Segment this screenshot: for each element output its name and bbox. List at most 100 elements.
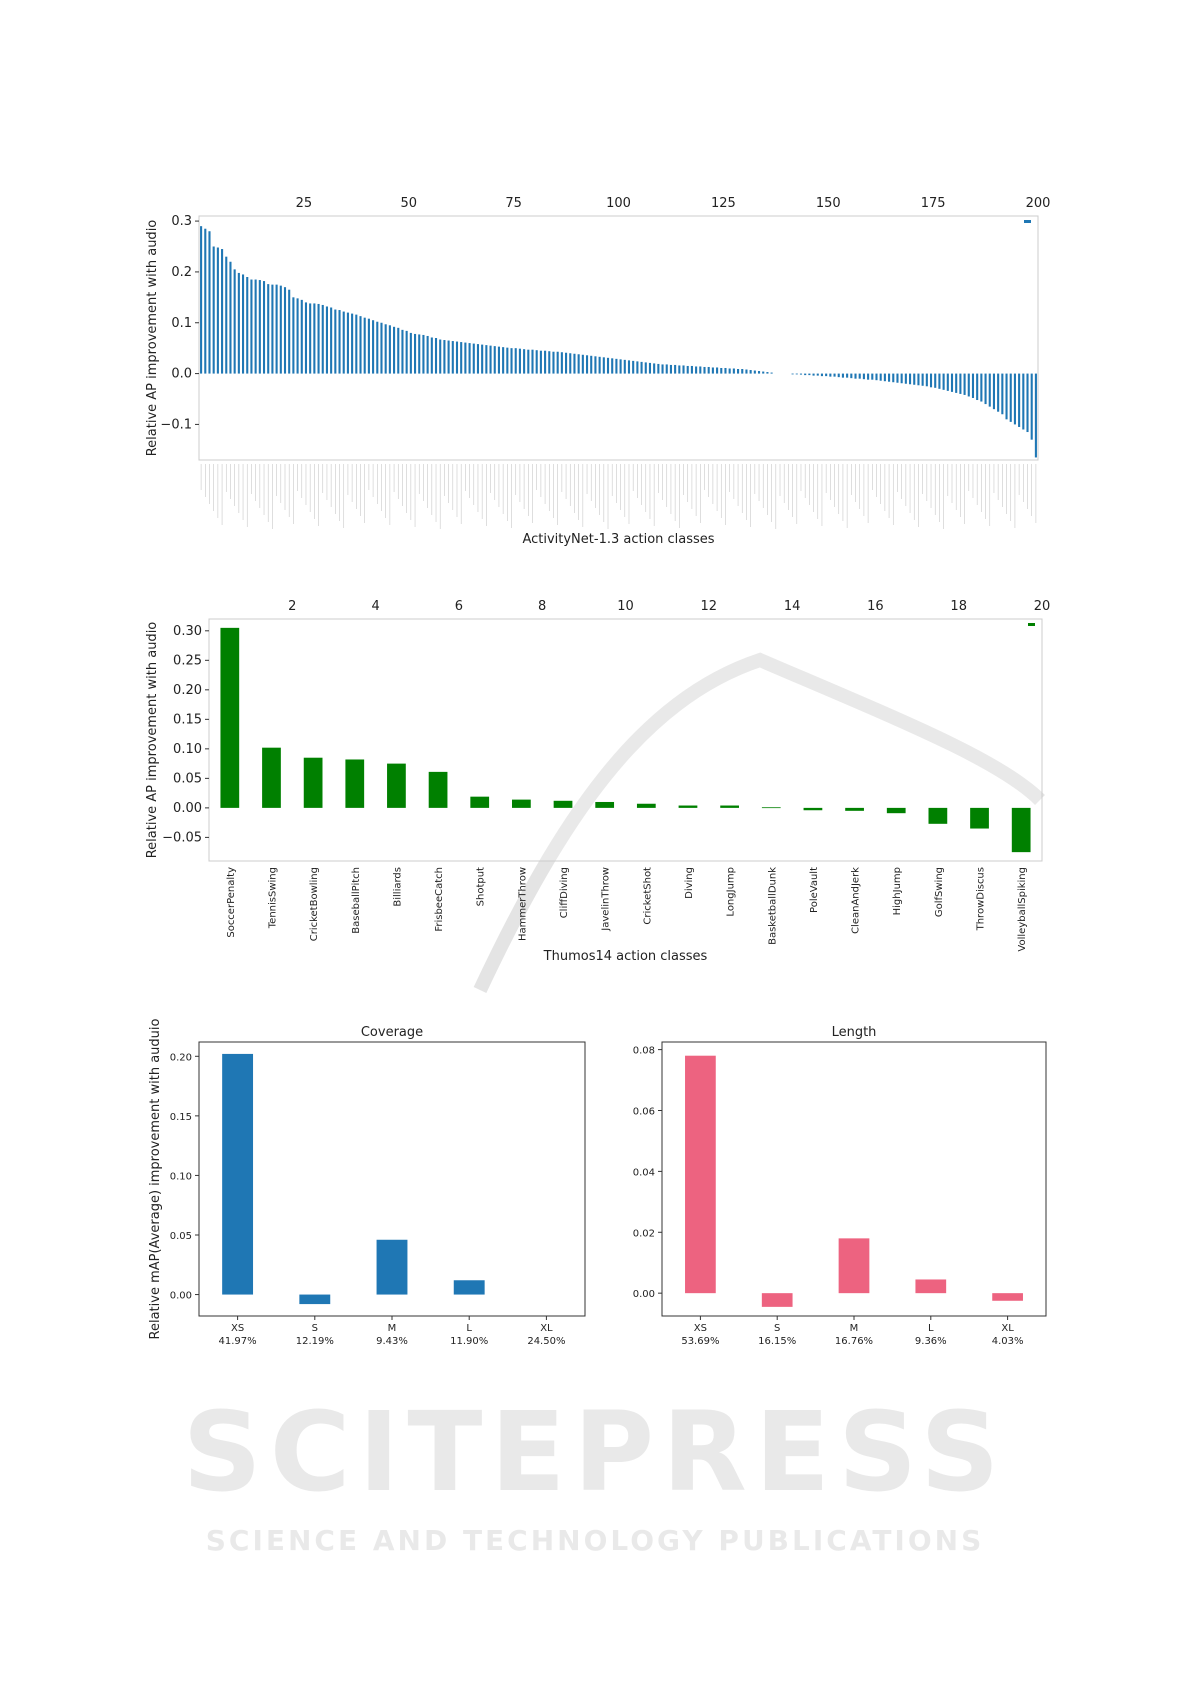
bar xyxy=(950,373,954,392)
y-tick-label: 0.00 xyxy=(173,801,202,816)
bar xyxy=(804,373,807,376)
category-label: HighJump xyxy=(892,867,903,915)
bar xyxy=(464,342,467,374)
bar xyxy=(838,1238,870,1294)
chart-title: Coverage xyxy=(361,1025,423,1040)
bar xyxy=(803,807,823,811)
bar xyxy=(1030,373,1033,440)
bar xyxy=(573,353,576,374)
bar xyxy=(468,343,471,374)
bar xyxy=(900,373,903,384)
bar xyxy=(595,801,615,808)
bar xyxy=(200,226,203,374)
bar xyxy=(938,373,941,389)
bar xyxy=(288,289,291,374)
category-label: JavelinThrow xyxy=(601,867,612,932)
top-tick-label: 18 xyxy=(950,599,967,614)
category-label: TennisSwing xyxy=(267,867,278,929)
bar xyxy=(674,364,677,374)
bar xyxy=(345,759,365,808)
bar xyxy=(761,1293,793,1307)
bar xyxy=(955,373,958,393)
legend-marker xyxy=(1028,623,1035,626)
bar xyxy=(946,373,949,391)
bar xyxy=(917,373,920,386)
bar xyxy=(833,373,836,377)
bar xyxy=(913,373,916,385)
bar xyxy=(845,807,864,811)
y-tick-label: 0.00 xyxy=(633,1289,655,1300)
bar xyxy=(405,330,408,374)
bar xyxy=(963,373,966,395)
bar xyxy=(686,365,689,374)
bar xyxy=(262,747,281,808)
bar xyxy=(1009,373,1012,422)
bar xyxy=(812,373,815,376)
bar xyxy=(552,351,555,374)
bar xyxy=(216,247,219,374)
bar xyxy=(904,373,907,384)
category-label: Shotput xyxy=(476,867,487,906)
bar xyxy=(250,279,253,374)
bar xyxy=(716,367,719,374)
bar xyxy=(359,316,362,374)
bar xyxy=(208,231,211,374)
watermark-swoosh xyxy=(473,652,1045,993)
bar xyxy=(493,346,496,374)
bar xyxy=(1001,373,1004,415)
legend-marker xyxy=(1024,220,1031,223)
bar xyxy=(737,369,740,374)
chart-length: 0.00 0.02 0.04 0.06 0.08 XS 53.69% S 16.15% M 16.7… xyxy=(633,1025,1047,1347)
y-tick-label: 0.04 xyxy=(633,1167,655,1178)
bar xyxy=(523,349,526,374)
chart-title: Length xyxy=(832,1025,877,1040)
bar xyxy=(632,360,635,374)
top-tick-label: 2 xyxy=(288,599,296,614)
y-tick-label: 0.20 xyxy=(170,1052,192,1063)
top-tick-label: 8 xyxy=(538,599,546,614)
y-tick-label: 0.25 xyxy=(173,653,202,668)
bar xyxy=(594,356,597,374)
bar xyxy=(397,327,400,374)
y-tick-label: 0.02 xyxy=(633,1228,655,1239)
top-tick-label: 75 xyxy=(505,196,522,211)
category-label: S xyxy=(774,1323,780,1334)
bar xyxy=(535,350,538,374)
bar xyxy=(644,362,647,374)
bar xyxy=(279,285,282,374)
bar xyxy=(661,364,664,374)
bar xyxy=(678,805,698,808)
bar xyxy=(585,355,589,374)
category-share: 41.97% xyxy=(219,1336,257,1347)
bar xyxy=(846,373,849,378)
bar xyxy=(428,771,448,808)
category-share: 12.19% xyxy=(296,1336,334,1347)
bar xyxy=(657,363,660,374)
bar xyxy=(761,807,781,809)
category-label: Billiards xyxy=(392,867,403,907)
bar xyxy=(871,373,874,380)
bar xyxy=(720,805,739,808)
bar xyxy=(497,346,500,374)
bar xyxy=(682,365,685,374)
bar xyxy=(309,303,312,374)
bar xyxy=(992,373,996,410)
bar xyxy=(976,373,979,401)
bar xyxy=(640,361,643,374)
bar xyxy=(334,309,337,374)
bar xyxy=(653,363,656,374)
plot-area xyxy=(208,618,1043,862)
bar xyxy=(699,366,702,374)
bar xyxy=(512,799,531,808)
bar xyxy=(929,373,933,388)
category-label: HammerThrow xyxy=(517,867,528,941)
x-axis-label: ActivityNet-1.3 action classes xyxy=(522,532,714,547)
bar xyxy=(262,281,266,374)
bar xyxy=(799,373,803,375)
bar xyxy=(439,339,442,374)
bar xyxy=(934,373,937,388)
bar xyxy=(351,313,354,374)
top-tick-label: 6 xyxy=(455,599,463,614)
y-tick-label: 0.2 xyxy=(171,265,192,280)
top-tick-label: 200 xyxy=(1026,196,1051,211)
